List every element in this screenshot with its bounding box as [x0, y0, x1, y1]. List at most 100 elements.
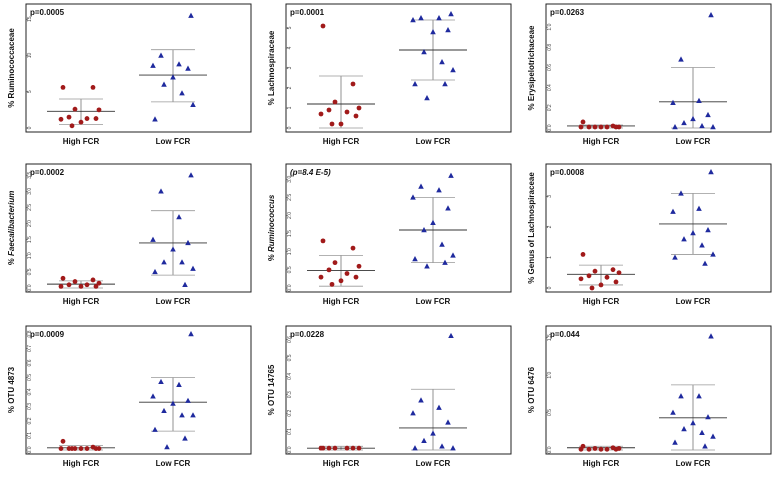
low-fcr-point	[450, 252, 456, 258]
chart-panel: p=0.044 % OTU 6476 0.0 0.5 1.0 1.5 High FCR Low…	[525, 325, 773, 478]
y-tick-label: 0.4	[287, 373, 293, 380]
high-fcr-point	[326, 445, 332, 451]
low-fcr-point	[450, 67, 456, 73]
chart-panel: p=0.0008 % Genus of Lachnospiraceae 0 1 2 3 Hi…	[525, 163, 773, 316]
low-fcr-point	[696, 393, 702, 399]
chart-svg: p=0.0002 % Faecalibacterium 0.0 0.5 1.0 1.5 2.…	[7, 163, 252, 306]
low-fcr-point	[179, 259, 185, 265]
plot-frame	[545, 325, 772, 455]
y-tick-label: 3.0	[287, 176, 293, 183]
chart-panel: p=0.0228 % OTU 14765 0.0 0.1 0.2 0.3 0.4 0.5 0.6…	[265, 325, 513, 478]
high-fcr-point	[613, 124, 619, 130]
high-fcr-point	[604, 446, 610, 452]
low-fcr-point	[170, 246, 176, 252]
low-fcr-point	[702, 260, 708, 266]
low-fcr-point	[176, 61, 182, 67]
chart-svg: (p=8.4 E-5) % Ruminococcus 0.0 0.5 1.0 1.5 2.0…	[267, 163, 512, 306]
y-tick-label: 1.5	[547, 334, 553, 341]
low-fcr-point	[410, 194, 416, 200]
low-fcr-point	[158, 378, 164, 385]
y-axis-label: % OTU 4873	[7, 366, 16, 413]
y-axis-label: % Erysipelotrichaceae	[527, 25, 536, 110]
plot-frame	[545, 163, 772, 293]
x-label-high-fcr: High FCR	[323, 297, 360, 306]
low-fcr-point	[421, 49, 427, 55]
low-fcr-point	[681, 426, 687, 432]
y-tick-label: 0.3	[27, 403, 33, 410]
high-fcr-point	[580, 119, 586, 125]
y-tick-label: 3.5	[27, 172, 33, 179]
high-fcr-point	[332, 99, 338, 105]
low-fcr-point	[410, 17, 416, 23]
high-fcr-point	[578, 276, 584, 282]
low-fcr-point	[424, 95, 430, 101]
y-axis-label: % Lachnospiraceae	[267, 30, 276, 105]
high-fcr-point	[586, 446, 592, 452]
x-label-low-fcr: Low FCR	[156, 137, 191, 146]
y-tick-label: 5	[287, 26, 293, 29]
low-fcr-point	[161, 407, 167, 414]
y-tick-label: 0.7	[27, 345, 33, 352]
y-tick-label: 0.1	[287, 428, 293, 435]
high-fcr-point	[344, 271, 350, 276]
low-fcr-point	[702, 443, 708, 449]
p-value-label: p=0.0008	[550, 168, 585, 177]
y-tick-label: 0	[27, 126, 33, 129]
y-axis-label: % Faecalibacterium	[7, 191, 16, 266]
low-fcr-point	[445, 27, 451, 33]
high-fcr-point	[350, 445, 356, 451]
y-tick-label: 0.0	[27, 446, 33, 453]
high-fcr-point	[96, 107, 102, 113]
low-fcr-point	[672, 254, 678, 260]
high-fcr-point	[338, 278, 344, 284]
p-value-label: p=0.0002	[30, 168, 65, 177]
x-label-high-fcr: High FCR	[63, 297, 100, 306]
low-fcr-point	[670, 409, 676, 415]
low-fcr-point	[150, 62, 156, 68]
chart-panel: p=0.0263 % Erysipelotrichaceae 0.0 0.2 0.4 0.…	[525, 3, 773, 156]
y-tick-label: 1	[287, 106, 293, 109]
high-fcr-point	[589, 285, 595, 291]
low-fcr-point	[442, 259, 448, 265]
y-tick-label: 0	[287, 126, 293, 129]
x-label-low-fcr: Low FCR	[416, 137, 451, 146]
x-label-low-fcr: Low FCR	[416, 297, 451, 306]
y-tick-label: 0.8	[27, 330, 33, 337]
y-tick-label: 0.5	[27, 268, 33, 275]
chart-panel: p=0.0005 % Ruminococcaceae 0 5 10 15 High FCR L…	[5, 3, 253, 156]
chart-svg: p=0.0228 % OTU 14765 0.0 0.1 0.2 0.3 0.4 0.5 0.6…	[267, 325, 512, 468]
high-fcr-point	[318, 445, 324, 451]
y-tick-label: 1.5	[27, 236, 33, 243]
high-fcr-point	[356, 445, 362, 451]
low-fcr-point	[182, 281, 188, 287]
high-fcr-point	[78, 119, 84, 125]
high-fcr-point	[58, 446, 64, 451]
low-fcr-point	[708, 333, 714, 339]
low-fcr-point	[152, 116, 158, 122]
high-fcr-point	[578, 446, 584, 452]
high-fcr-point	[356, 105, 362, 111]
low-fcr-point	[445, 419, 451, 425]
high-fcr-point	[72, 106, 78, 112]
low-fcr-point	[430, 29, 436, 35]
high-fcr-point	[93, 283, 99, 289]
y-tick-label: 0.1	[27, 432, 33, 439]
y-tick-label: 2	[287, 86, 293, 89]
high-fcr-point	[329, 121, 335, 127]
y-tick-label: 0.3	[287, 391, 293, 398]
high-fcr-point	[78, 283, 84, 289]
y-tick-label: 10	[27, 53, 33, 59]
low-fcr-point	[696, 97, 702, 103]
y-tick-label: 0.5	[287, 354, 293, 361]
high-fcr-point	[604, 124, 610, 130]
high-fcr-point	[586, 273, 592, 279]
low-fcr-point	[690, 420, 696, 426]
low-fcr-point	[176, 381, 182, 387]
high-fcr-point	[592, 268, 598, 274]
y-tick-label: 3.0	[27, 188, 33, 195]
chart-svg: p=0.0001 % Lachnospiraceae 0 1 2 3 4 5 High FCR L…	[267, 3, 512, 146]
y-axis-label: % Ruminococcus	[267, 194, 276, 261]
chart-svg: p=0.0008 % Genus of Lachnospiraceae 0 1 2 3 Hi…	[527, 163, 772, 306]
high-fcr-point	[93, 446, 99, 451]
low-fcr-point	[412, 445, 418, 451]
